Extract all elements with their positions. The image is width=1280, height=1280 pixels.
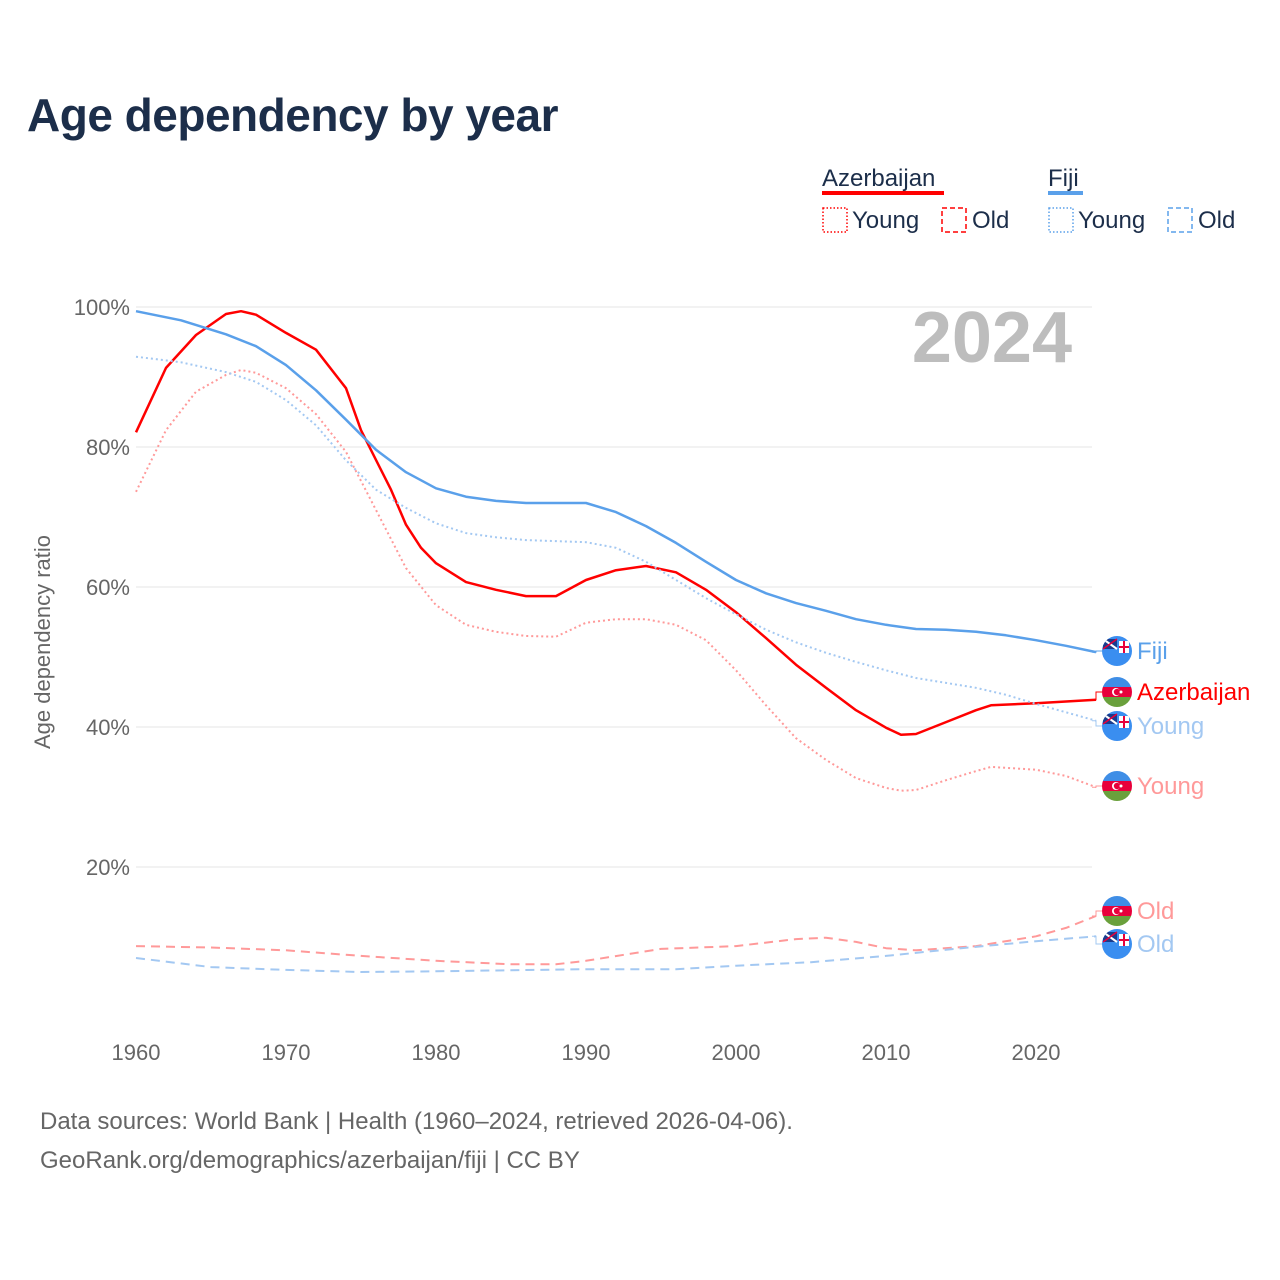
legend-color-bar: [1048, 191, 1083, 195]
series-line-azerbaijan-old: [135, 915, 1097, 966]
y-tick-label: 100%: [74, 295, 130, 320]
fiji-flag-icon: [1102, 711, 1132, 741]
legend-dashed-swatch: [941, 207, 967, 233]
legend-dashed-swatch: [1167, 207, 1193, 233]
label-connector: [1092, 720, 1102, 727]
azerbaijan-flag-icon: [1102, 896, 1132, 926]
chart-title: Age dependency by year: [27, 89, 558, 141]
end-label: Old: [1137, 931, 1174, 958]
source-line-1: Data sources: World Bank | Health (1960–…: [40, 1108, 793, 1135]
end-label: Young: [1137, 713, 1204, 740]
legend-young[interactable]: Young: [852, 207, 919, 234]
x-tick-label: 2000: [712, 1040, 761, 1065]
legend-old[interactable]: Old: [1198, 207, 1235, 234]
legend-dotted-swatch: [822, 207, 848, 233]
y-tick-label: 60%: [86, 575, 130, 600]
y-tick-label: 40%: [86, 715, 130, 740]
x-tick-label: 1960: [112, 1040, 161, 1065]
series-line-fiji-old: [135, 935, 1097, 973]
label-connector: [1092, 785, 1102, 788]
x-tick-label: 2020: [1012, 1040, 1061, 1065]
label-connector: [1092, 691, 1102, 701]
year-watermark: 2024: [912, 298, 1072, 378]
x-tick-label: 1970: [262, 1040, 311, 1065]
end-label: Azerbaijan: [1137, 679, 1250, 706]
series-line-fiji: [135, 309, 1097, 654]
series-lines: [134, 309, 1097, 973]
source-line-2[interactable]: GeoRank.org/demographics/azerbaijan/fiji…: [40, 1147, 580, 1174]
legend-color-bar: [822, 191, 944, 195]
gridlines: 20% 40% 60% 80% 100% 1960 1970 1980 1990 2000 2010…: [74, 295, 1092, 1065]
y-tick-label: 20%: [86, 855, 130, 880]
fiji-flag-icon: [1102, 929, 1132, 959]
label-connector: [1092, 935, 1102, 945]
legend-group-title[interactable]: Fiji: [1048, 165, 1079, 192]
legend-old[interactable]: Old: [972, 207, 1009, 234]
legend-dotted-swatch: [1048, 207, 1074, 233]
end-label: Old: [1137, 898, 1174, 925]
y-tick-label: 80%: [86, 435, 130, 460]
end-label: Fiji: [1137, 638, 1168, 665]
legend-group-title[interactable]: Azerbaijan: [822, 165, 935, 192]
end-label: Young: [1137, 773, 1204, 800]
label-connector: [1092, 650, 1102, 653]
series-line-azerbaijan: [134, 309, 1097, 736]
end-labels: Azerbaijan Young Old Fiji Young Old: [1092, 636, 1250, 959]
y-axis-label: Age dependency ratio: [30, 535, 55, 749]
x-tick-label: 2010: [862, 1040, 911, 1065]
legend: Azerbaijan Young Old Fiji Young Old: [822, 165, 1235, 234]
series-line-fiji-young: [135, 355, 1097, 722]
series-line-azerbaijan-young: [135, 369, 1097, 792]
label-connector: [1092, 910, 1102, 917]
legend-young[interactable]: Young: [1078, 207, 1145, 234]
x-tick-label: 1990: [562, 1040, 611, 1065]
fiji-flag-icon: [1102, 636, 1132, 666]
azerbaijan-flag-icon: [1102, 677, 1132, 707]
azerbaijan-flag-icon: [1102, 771, 1132, 801]
x-tick-label: 1980: [412, 1040, 461, 1065]
